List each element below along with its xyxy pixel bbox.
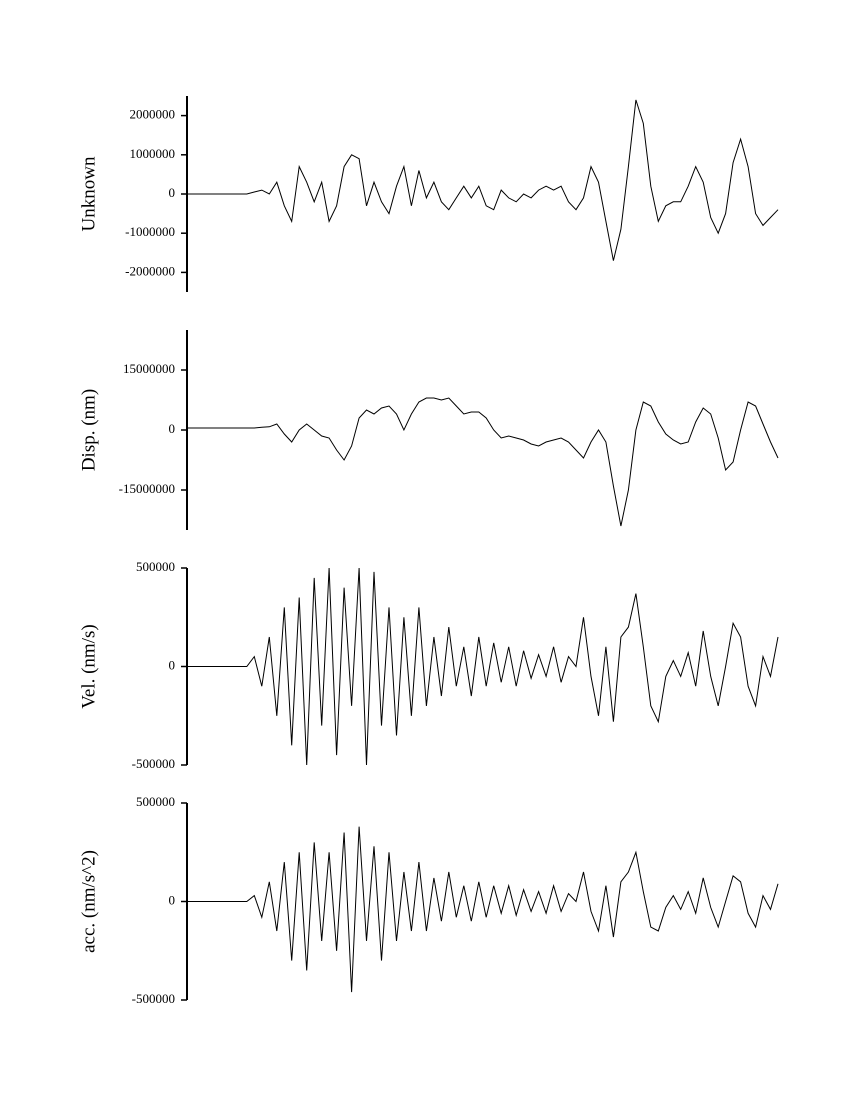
y-tick-label: -2000000	[125, 263, 175, 278]
y-tick-label: -15000000	[119, 481, 175, 496]
y-tick-label: 0	[169, 657, 176, 672]
y-tick-label: 500000	[136, 794, 175, 809]
y-tick-label: 0	[169, 185, 176, 200]
y-tick-label: 15000000	[123, 361, 175, 376]
y-tick-label: -1000000	[125, 224, 175, 239]
y-axis-label: Disp. (nm)	[78, 389, 99, 471]
trace	[187, 397, 779, 527]
y-tick-label: 1000000	[130, 146, 176, 161]
trace	[187, 826, 779, 993]
y-axis-label: Unknown	[78, 156, 99, 231]
y-tick-label: 0	[169, 421, 176, 436]
y-tick-label: 500000	[136, 559, 175, 574]
y-tick-label: -500000	[132, 756, 175, 771]
y-tick-label: -500000	[132, 991, 175, 1006]
trace	[187, 567, 779, 766]
y-axis-label: Vel. (nm/s)	[78, 624, 99, 708]
y-axis-label: acc. (nm/s^2)	[78, 850, 99, 953]
y-tick-label: 0	[169, 892, 176, 907]
y-tick-label: 2000000	[130, 107, 176, 122]
trace	[187, 99, 779, 261]
